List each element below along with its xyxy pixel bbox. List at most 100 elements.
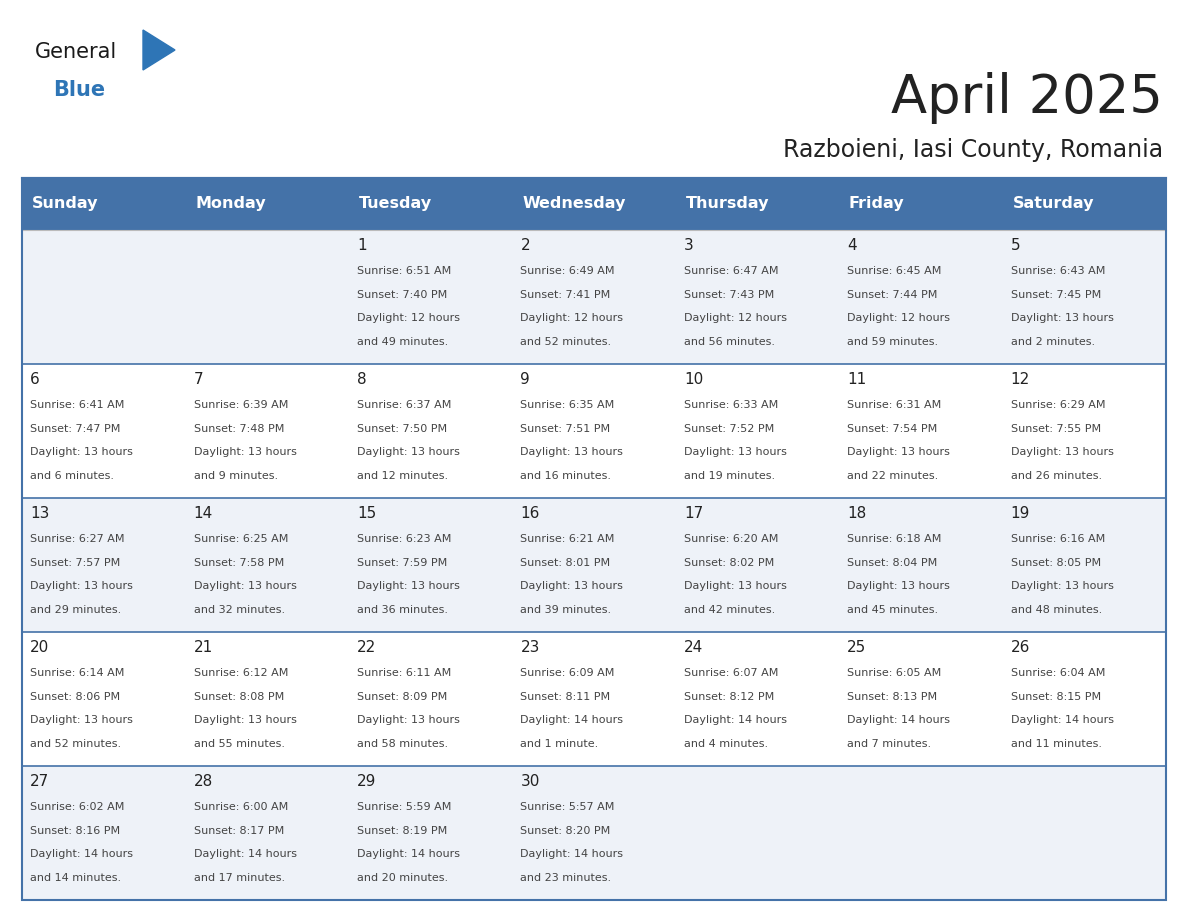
- Text: 27: 27: [30, 774, 50, 789]
- Bar: [839, 230, 1003, 364]
- Text: Sunrise: 6:11 AM: Sunrise: 6:11 AM: [358, 668, 451, 678]
- Bar: [1003, 178, 1165, 230]
- Text: Sunset: 8:12 PM: Sunset: 8:12 PM: [684, 691, 775, 701]
- Text: Sunrise: 6:35 AM: Sunrise: 6:35 AM: [520, 400, 614, 410]
- Text: Daylight: 13 hours: Daylight: 13 hours: [194, 581, 297, 591]
- Text: Sunrise: 6:51 AM: Sunrise: 6:51 AM: [358, 266, 451, 276]
- Text: Sunset: 7:59 PM: Sunset: 7:59 PM: [358, 557, 447, 567]
- Bar: [23, 498, 185, 632]
- Text: and 16 minutes.: and 16 minutes.: [520, 471, 612, 480]
- Text: 1: 1: [358, 238, 367, 253]
- Text: Razboieni, Iasi County, Romania: Razboieni, Iasi County, Romania: [783, 138, 1163, 162]
- Text: Sunset: 7:51 PM: Sunset: 7:51 PM: [520, 423, 611, 433]
- Text: Daylight: 13 hours: Daylight: 13 hours: [847, 447, 950, 457]
- Bar: [676, 230, 839, 364]
- Bar: [349, 364, 512, 498]
- Bar: [23, 178, 185, 230]
- Bar: [1003, 230, 1165, 364]
- Text: Sunrise: 6:23 AM: Sunrise: 6:23 AM: [358, 534, 451, 544]
- Text: and 23 minutes.: and 23 minutes.: [520, 872, 612, 882]
- Bar: [185, 632, 349, 766]
- Bar: [185, 766, 349, 900]
- Text: Monday: Monday: [195, 196, 266, 211]
- Text: Sunset: 8:08 PM: Sunset: 8:08 PM: [194, 691, 284, 701]
- Text: 29: 29: [358, 774, 377, 789]
- Bar: [23, 632, 185, 766]
- Text: Daylight: 14 hours: Daylight: 14 hours: [358, 849, 460, 859]
- Bar: [1003, 632, 1165, 766]
- Text: Sunday: Sunday: [32, 196, 99, 211]
- Text: Saturday: Saturday: [1012, 196, 1094, 211]
- Text: Sunrise: 6:31 AM: Sunrise: 6:31 AM: [847, 400, 942, 410]
- Text: 2: 2: [520, 238, 530, 253]
- Text: and 20 minutes.: and 20 minutes.: [358, 872, 448, 882]
- Text: 11: 11: [847, 372, 866, 387]
- Text: Sunrise: 5:57 AM: Sunrise: 5:57 AM: [520, 802, 615, 812]
- Text: Sunset: 8:13 PM: Sunset: 8:13 PM: [847, 691, 937, 701]
- Text: Sunrise: 6:47 AM: Sunrise: 6:47 AM: [684, 266, 778, 276]
- Text: Thursday: Thursday: [685, 196, 769, 211]
- Text: and 59 minutes.: and 59 minutes.: [847, 337, 939, 346]
- Text: and 29 minutes.: and 29 minutes.: [30, 605, 121, 614]
- Text: 6: 6: [30, 372, 40, 387]
- Text: 17: 17: [684, 506, 703, 521]
- Text: and 4 minutes.: and 4 minutes.: [684, 738, 767, 748]
- Text: 16: 16: [520, 506, 539, 521]
- Text: Sunset: 8:01 PM: Sunset: 8:01 PM: [520, 557, 611, 567]
- Bar: [185, 178, 349, 230]
- Text: Sunset: 8:17 PM: Sunset: 8:17 PM: [194, 825, 284, 835]
- Text: Sunrise: 6:37 AM: Sunrise: 6:37 AM: [358, 400, 451, 410]
- Text: Sunrise: 6:41 AM: Sunrise: 6:41 AM: [30, 400, 125, 410]
- Text: and 42 minutes.: and 42 minutes.: [684, 605, 775, 614]
- Text: Sunrise: 6:20 AM: Sunrise: 6:20 AM: [684, 534, 778, 544]
- Text: Daylight: 13 hours: Daylight: 13 hours: [520, 581, 624, 591]
- Text: Sunset: 7:44 PM: Sunset: 7:44 PM: [847, 289, 937, 299]
- Text: Sunset: 8:09 PM: Sunset: 8:09 PM: [358, 691, 447, 701]
- Polygon shape: [143, 30, 175, 70]
- Text: Daylight: 13 hours: Daylight: 13 hours: [194, 715, 297, 725]
- Text: Daylight: 13 hours: Daylight: 13 hours: [1011, 581, 1113, 591]
- Text: and 17 minutes.: and 17 minutes.: [194, 872, 285, 882]
- Text: 15: 15: [358, 506, 377, 521]
- Text: Sunrise: 6:29 AM: Sunrise: 6:29 AM: [1011, 400, 1105, 410]
- Text: Sunset: 7:58 PM: Sunset: 7:58 PM: [194, 557, 284, 567]
- Text: Daylight: 14 hours: Daylight: 14 hours: [194, 849, 297, 859]
- Text: Sunrise: 6:39 AM: Sunrise: 6:39 AM: [194, 400, 287, 410]
- Text: 7: 7: [194, 372, 203, 387]
- Text: Sunset: 7:47 PM: Sunset: 7:47 PM: [30, 423, 120, 433]
- Text: 23: 23: [520, 640, 539, 655]
- Bar: [23, 230, 185, 364]
- Text: Daylight: 13 hours: Daylight: 13 hours: [194, 447, 297, 457]
- Text: and 26 minutes.: and 26 minutes.: [1011, 471, 1101, 480]
- Text: Sunset: 7:54 PM: Sunset: 7:54 PM: [847, 423, 937, 433]
- Text: Daylight: 13 hours: Daylight: 13 hours: [358, 715, 460, 725]
- Text: 8: 8: [358, 372, 367, 387]
- Text: Sunrise: 6:45 AM: Sunrise: 6:45 AM: [847, 266, 942, 276]
- Text: Sunrise: 6:16 AM: Sunrise: 6:16 AM: [1011, 534, 1105, 544]
- Text: Daylight: 13 hours: Daylight: 13 hours: [1011, 447, 1113, 457]
- Bar: [839, 766, 1003, 900]
- Text: 14: 14: [194, 506, 213, 521]
- Text: Sunset: 7:48 PM: Sunset: 7:48 PM: [194, 423, 284, 433]
- Text: Sunset: 8:02 PM: Sunset: 8:02 PM: [684, 557, 775, 567]
- Bar: [349, 230, 512, 364]
- Text: and 52 minutes.: and 52 minutes.: [520, 337, 612, 346]
- Text: Sunset: 7:50 PM: Sunset: 7:50 PM: [358, 423, 447, 433]
- Bar: [349, 498, 512, 632]
- Text: Sunset: 7:57 PM: Sunset: 7:57 PM: [30, 557, 120, 567]
- Text: 18: 18: [847, 506, 866, 521]
- Text: Sunset: 7:45 PM: Sunset: 7:45 PM: [1011, 289, 1101, 299]
- Text: Tuesday: Tuesday: [359, 196, 431, 211]
- Text: and 58 minutes.: and 58 minutes.: [358, 738, 448, 748]
- Text: 30: 30: [520, 774, 539, 789]
- Text: 22: 22: [358, 640, 377, 655]
- Text: Daylight: 13 hours: Daylight: 13 hours: [30, 447, 133, 457]
- Bar: [512, 632, 676, 766]
- Text: 19: 19: [1011, 506, 1030, 521]
- Text: Daylight: 13 hours: Daylight: 13 hours: [684, 447, 786, 457]
- Text: Sunrise: 6:49 AM: Sunrise: 6:49 AM: [520, 266, 615, 276]
- Text: and 52 minutes.: and 52 minutes.: [30, 738, 121, 748]
- Text: Daylight: 14 hours: Daylight: 14 hours: [30, 849, 133, 859]
- Bar: [839, 364, 1003, 498]
- Text: Sunset: 8:15 PM: Sunset: 8:15 PM: [1011, 691, 1101, 701]
